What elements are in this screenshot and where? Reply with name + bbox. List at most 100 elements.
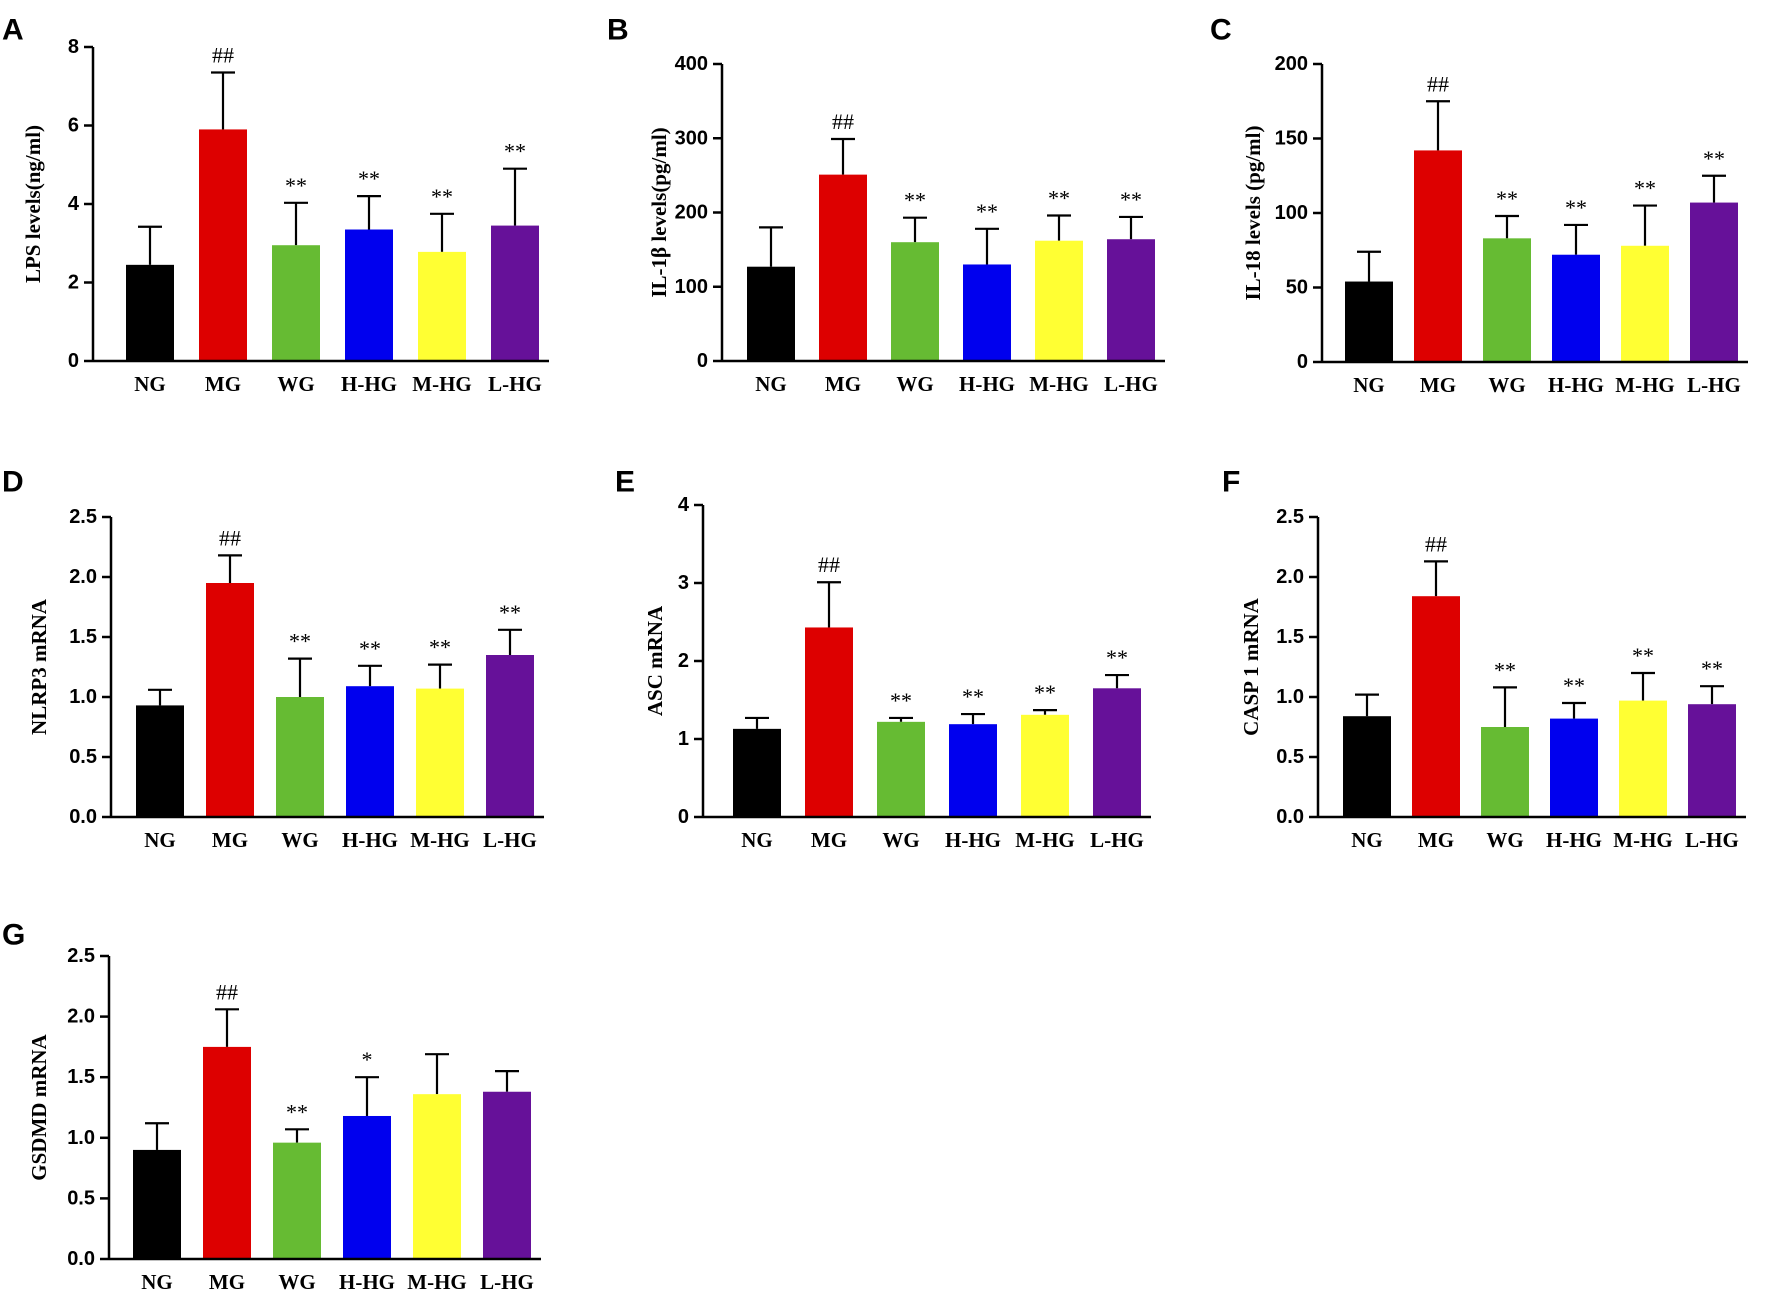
x-tick-label: MG (1418, 828, 1454, 852)
bar-ng (747, 266, 795, 361)
bar-wg (273, 1142, 321, 1259)
x-tick-label: WG (896, 372, 933, 396)
panel-E: E ASC mRNA NG ## MG ** WG ** H-HG ** M-HG ** L-HG 0 1 2… (615, 466, 1151, 852)
y-tick-label: 1 (678, 728, 689, 750)
significance-mark: ## (832, 109, 854, 134)
x-tick-label: L-HG (1685, 828, 1739, 852)
significance-mark: ** (358, 166, 380, 191)
x-tick-label: H-HG (342, 828, 398, 852)
x-tick-label: M-HG (412, 372, 471, 396)
x-tick-label: M-HG (410, 828, 469, 852)
bar-wg (891, 242, 939, 361)
bar-wg (272, 245, 320, 361)
panel-letter: A (2, 14, 24, 47)
x-tick-label: WG (1486, 828, 1523, 852)
y-tick-label: 0.5 (69, 746, 97, 768)
y-axis-title: IL-1β levels(pg/ml) (647, 127, 671, 297)
x-tick-label: H-HG (959, 372, 1015, 396)
bar-mg (805, 627, 853, 817)
y-tick-label: 1.5 (69, 626, 97, 648)
bar-h-hg (963, 264, 1011, 361)
y-tick-label: 2.0 (1276, 566, 1304, 588)
bar-m-hg (1021, 714, 1069, 817)
panel-D: D NLRP3 mRNA NG ## MG ** WG ** H-HG ** M-HG ** L-HG 0… (2, 466, 544, 852)
significance-mark: ** (1563, 673, 1585, 698)
y-tick-label: 0.5 (1276, 746, 1304, 768)
y-tick-label: 150 (1275, 128, 1308, 150)
x-tick-label: H-HG (339, 1270, 395, 1294)
significance-mark: ** (1034, 680, 1056, 705)
bar-mg (206, 583, 254, 817)
significance-mark: ** (1703, 146, 1725, 171)
y-tick-label: 2 (678, 650, 689, 672)
bar-wg (276, 697, 324, 817)
panel-letter: E (615, 466, 635, 499)
panel-letter: F (1222, 466, 1240, 499)
y-tick-label: 300 (675, 127, 708, 149)
bar-m-hg (1035, 240, 1083, 361)
significance-mark: ** (976, 199, 998, 224)
bar-m-hg (413, 1094, 461, 1259)
y-axis-title: NLRP3 mRNA (27, 598, 51, 735)
x-tick-label: NG (144, 828, 176, 852)
significance-mark: ** (1496, 186, 1518, 211)
significance-mark: ** (431, 184, 453, 209)
y-tick-label: 400 (675, 53, 708, 75)
x-tick-label: H-HG (1546, 828, 1602, 852)
x-tick-label: M-HG (1029, 372, 1088, 396)
bar-m-hg (1621, 245, 1669, 362)
bar-ng (126, 264, 174, 361)
y-tick-label: 0.5 (67, 1187, 95, 1209)
x-tick-label: MG (811, 828, 847, 852)
y-tick-label: 1.5 (67, 1066, 95, 1088)
panel-C: C IL-18 levels (pg/ml) NG ## MG ** WG ** H-HG ** M… (1210, 14, 1748, 397)
panel-letter: G (2, 919, 25, 952)
significance-mark: * (362, 1047, 373, 1072)
significance-mark: ** (289, 629, 311, 654)
x-tick-label: NG (134, 372, 166, 396)
bar-l-hg (491, 225, 539, 361)
x-tick-label: L-HG (483, 828, 537, 852)
bar-l-hg (1107, 239, 1155, 361)
x-tick-label: H-HG (945, 828, 1001, 852)
x-tick-label: WG (278, 1270, 315, 1294)
bar-l-hg (1688, 704, 1736, 817)
bar-mg (1412, 596, 1460, 817)
bar-wg (1483, 238, 1531, 362)
x-tick-label: NG (141, 1270, 173, 1294)
bar-m-hg (416, 688, 464, 817)
significance-mark: ** (904, 188, 926, 213)
bar-mg (1414, 150, 1462, 362)
significance-mark: ## (1427, 71, 1449, 96)
significance-mark: ** (1494, 657, 1516, 682)
bar-l-hg (486, 655, 534, 817)
y-tick-label: 2 (68, 272, 79, 294)
y-tick-label: 8 (68, 36, 79, 58)
significance-mark: ## (1425, 531, 1447, 556)
bar-h-hg (1550, 718, 1598, 817)
significance-mark: ** (1120, 187, 1142, 212)
x-tick-label: MG (209, 1270, 245, 1294)
panel-F: F CASP 1 mRNA NG ## MG ** WG ** H-HG ** M-HG ** L-HG… (1222, 466, 1746, 852)
bar-h-hg (345, 229, 393, 361)
significance-mark: ** (1048, 185, 1070, 210)
y-tick-label: 4 (678, 494, 690, 516)
significance-mark: ** (890, 688, 912, 713)
bar-ng (1343, 716, 1391, 817)
x-tick-label: L-HG (480, 1270, 534, 1294)
significance-mark: ** (962, 684, 984, 709)
significance-mark: ** (1701, 656, 1723, 681)
y-axis-title: ASC mRNA (643, 605, 667, 716)
y-tick-label: 4 (68, 193, 80, 215)
panel-G: G GSDMD mRNA NG ## MG ** WG * H-HG M-HG L-HG 0.0 0.5… (2, 919, 541, 1294)
significance-mark: ## (219, 525, 241, 550)
significance-mark: ** (1565, 195, 1587, 220)
x-tick-label: H-HG (1548, 373, 1604, 397)
y-tick-label: 3 (678, 572, 689, 594)
bar-ng (733, 728, 781, 817)
y-tick-label: 2.5 (69, 506, 97, 528)
x-tick-label: WG (277, 372, 314, 396)
bar-m-hg (1619, 700, 1667, 817)
y-axis-title: CASP 1 mRNA (1239, 597, 1263, 736)
